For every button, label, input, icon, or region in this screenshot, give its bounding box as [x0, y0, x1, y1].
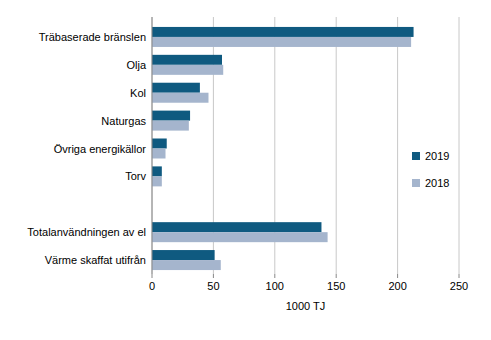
category-label: Kol	[130, 87, 146, 99]
tick-label: 50	[207, 280, 219, 292]
tick-label: 150	[327, 280, 345, 292]
category-label: Övriga energikällor	[54, 143, 147, 155]
axis-line	[152, 17, 153, 274]
bar	[152, 222, 321, 232]
tick-label: 250	[450, 280, 468, 292]
bar	[152, 121, 189, 131]
grid-line	[459, 17, 460, 274]
category-label: Värme skaffat utifrån	[45, 254, 146, 266]
tick-mark	[274, 274, 275, 278]
legend-swatch	[412, 179, 420, 187]
tick-label: 200	[388, 280, 406, 292]
grid-line	[336, 17, 337, 274]
category-label: Träbaserade bränslen	[39, 31, 146, 43]
bar	[152, 83, 200, 93]
category-label: Olja	[126, 59, 146, 71]
grid-line	[152, 17, 153, 274]
tick-mark	[152, 274, 153, 278]
bar	[152, 93, 208, 103]
bar	[152, 55, 222, 65]
legend-swatch	[412, 152, 420, 160]
bar	[152, 111, 190, 121]
tick-label: 0	[149, 280, 155, 292]
tick-label: 100	[266, 280, 284, 292]
category-label: Totalanvändningen av el	[27, 226, 146, 238]
bar	[152, 27, 414, 37]
bar	[152, 250, 215, 260]
bar	[152, 139, 167, 149]
bars	[152, 27, 414, 270]
category-label: Torv	[125, 170, 146, 182]
tick-mark	[397, 274, 398, 278]
bar	[152, 232, 328, 242]
bar	[152, 260, 221, 270]
category-label: Naturgas	[101, 115, 146, 127]
chart: 0 50 100 150 200 250 Träbaserade bränslen Olja K…	[0, 0, 491, 340]
bar	[152, 65, 223, 75]
axis-title: 1000 TJ	[286, 300, 326, 312]
legend-label: 2019	[425, 150, 449, 162]
bar	[152, 166, 162, 176]
tick-mark	[459, 274, 460, 278]
tick-mark	[213, 274, 214, 278]
legend-label: 2018	[425, 177, 449, 189]
bar	[152, 149, 166, 159]
bar	[152, 37, 411, 47]
grid-line	[397, 17, 398, 274]
tick-mark	[336, 274, 337, 278]
bar	[152, 176, 162, 186]
